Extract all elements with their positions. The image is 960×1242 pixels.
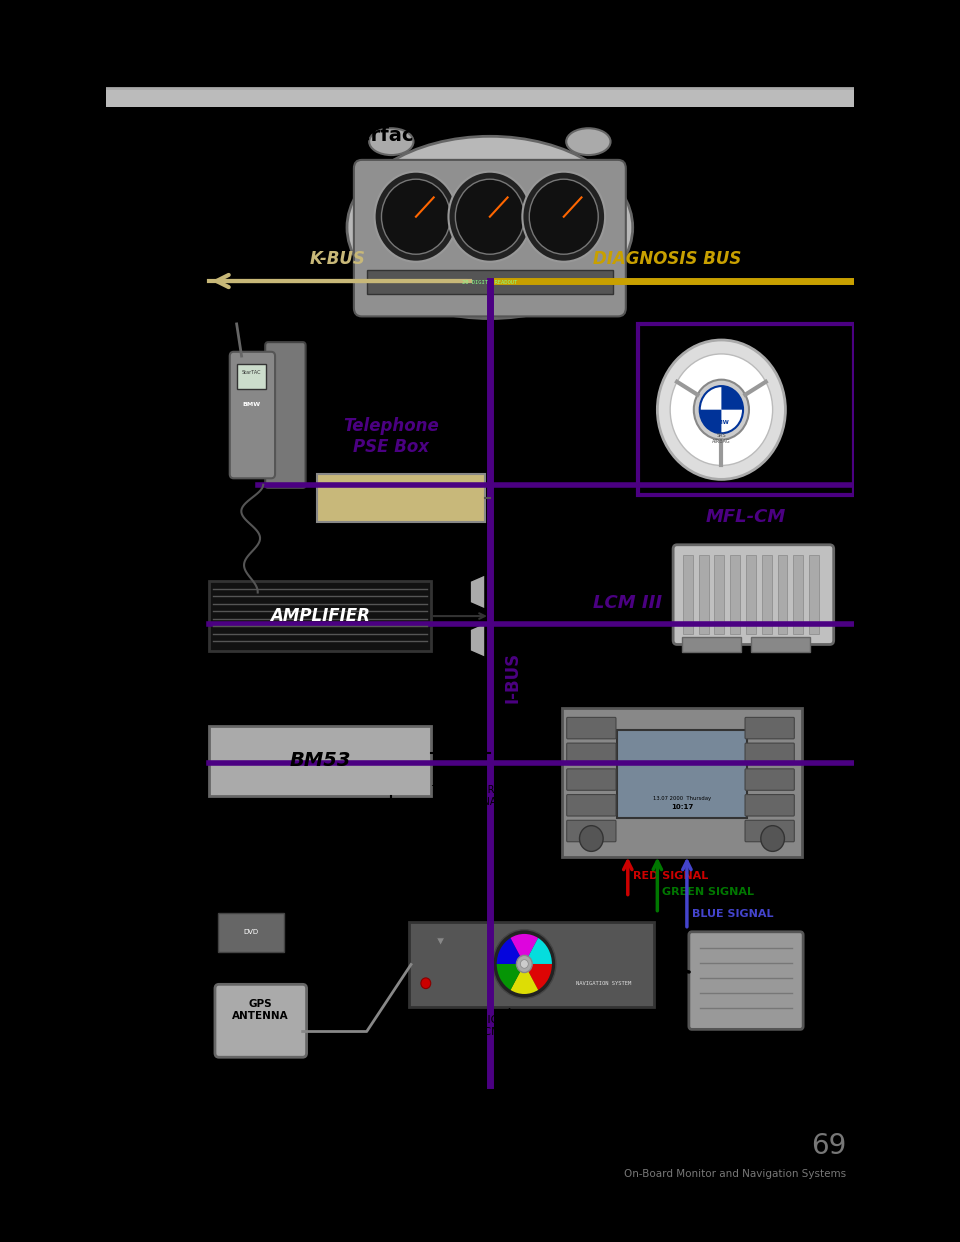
FancyBboxPatch shape — [229, 351, 276, 478]
Text: GPS
ANTENNA: GPS ANTENNA — [232, 1000, 289, 1021]
FancyBboxPatch shape — [683, 555, 693, 633]
Text: Example of E38/E39 with Mk-3 navigation: Example of E38/E39 with Mk-3 navigation — [113, 1148, 404, 1160]
Text: 69: 69 — [811, 1133, 847, 1160]
FancyBboxPatch shape — [566, 743, 616, 765]
Wedge shape — [511, 964, 539, 994]
Text: 10:17: 10:17 — [671, 805, 693, 810]
FancyBboxPatch shape — [762, 555, 772, 633]
Text: BMW: BMW — [242, 402, 260, 407]
Text: BMW: BMW — [713, 420, 730, 425]
Text: I-BUS: I-BUS — [504, 652, 521, 703]
Text: CD
PLAYER
AUDIO
SIGNALS: CD PLAYER AUDIO SIGNALS — [230, 854, 273, 899]
Ellipse shape — [566, 128, 611, 155]
FancyBboxPatch shape — [566, 718, 616, 739]
Text: SRS
AIRBAG: SRS AIRBAG — [712, 433, 731, 445]
FancyBboxPatch shape — [566, 769, 616, 790]
Text: REVERSE  SIGNAL FROM
LCM: REVERSE SIGNAL FROM LCM — [422, 1016, 558, 1037]
FancyBboxPatch shape — [745, 743, 794, 765]
Circle shape — [760, 826, 784, 852]
Wedge shape — [511, 934, 539, 964]
Wedge shape — [496, 964, 524, 990]
Text: Telephone: Telephone — [344, 417, 440, 435]
Circle shape — [516, 955, 532, 972]
FancyBboxPatch shape — [751, 637, 810, 652]
Text: 13.07 2000  Thursday: 13.07 2000 Thursday — [653, 796, 711, 801]
FancyBboxPatch shape — [367, 271, 613, 294]
FancyBboxPatch shape — [209, 581, 431, 651]
Text: Navigation System Interface: Navigation System Interface — [113, 125, 427, 144]
Text: RED SIGNAL: RED SIGNAL — [633, 871, 708, 881]
FancyBboxPatch shape — [209, 727, 431, 796]
Text: GREEN SIGNAL: GREEN SIGNAL — [662, 887, 755, 897]
Polygon shape — [470, 575, 485, 609]
FancyBboxPatch shape — [215, 985, 306, 1057]
Circle shape — [694, 380, 749, 440]
Circle shape — [420, 977, 431, 989]
Circle shape — [520, 960, 528, 969]
FancyBboxPatch shape — [809, 555, 819, 633]
Circle shape — [658, 340, 785, 479]
Text: DSC: DSC — [732, 915, 760, 929]
Text: LCM III: LCM III — [593, 594, 662, 611]
Circle shape — [700, 386, 743, 433]
Text: NAVIGATION
AUDIO
SIGNALS: NAVIGATION AUDIO SIGNALS — [302, 854, 362, 888]
Ellipse shape — [370, 128, 414, 155]
Text: DIAGNOSIS BUS: DIAGNOSIS BUS — [593, 250, 741, 268]
Text: 20 DIGIT  READOUT: 20 DIGIT READOUT — [462, 279, 517, 284]
Ellipse shape — [347, 137, 633, 318]
FancyBboxPatch shape — [354, 160, 626, 317]
Text: StarTAC: StarTAC — [242, 370, 261, 375]
FancyBboxPatch shape — [745, 795, 794, 816]
Text: MFL-CM: MFL-CM — [706, 508, 786, 525]
FancyBboxPatch shape — [409, 922, 655, 1007]
FancyBboxPatch shape — [218, 913, 284, 953]
FancyBboxPatch shape — [265, 342, 305, 488]
FancyBboxPatch shape — [745, 820, 794, 842]
Circle shape — [374, 171, 457, 262]
Text: DVD: DVD — [244, 929, 259, 935]
Circle shape — [529, 179, 598, 255]
Circle shape — [381, 179, 450, 255]
FancyBboxPatch shape — [745, 769, 794, 790]
FancyBboxPatch shape — [106, 88, 854, 107]
Wedge shape — [524, 964, 552, 990]
Text: TAPE PLAYER
AUDIO SIGNALS: TAPE PLAYER AUDIO SIGNALS — [431, 785, 508, 806]
Text: BM53: BM53 — [289, 751, 350, 770]
Text: NAVIGATION SYSTEM: NAVIGATION SYSTEM — [576, 981, 631, 986]
Text: (processed
left front wheel
speed signal): (processed left front wheel speed signal… — [707, 1047, 786, 1081]
FancyBboxPatch shape — [566, 795, 616, 816]
FancyBboxPatch shape — [731, 555, 740, 633]
Circle shape — [455, 179, 524, 255]
Circle shape — [492, 930, 556, 999]
FancyBboxPatch shape — [745, 718, 794, 739]
Circle shape — [580, 826, 603, 852]
Polygon shape — [470, 623, 485, 657]
Circle shape — [448, 171, 531, 262]
FancyBboxPatch shape — [746, 555, 756, 633]
Text: K-BUS: K-BUS — [309, 250, 365, 268]
FancyBboxPatch shape — [562, 708, 803, 857]
Text: On-Board Monitor and Navigation Systems: On-Board Monitor and Navigation Systems — [624, 1170, 847, 1180]
Text: BLUE SIGNAL: BLUE SIGNAL — [692, 909, 774, 919]
Circle shape — [670, 354, 773, 466]
FancyBboxPatch shape — [318, 474, 485, 522]
Text: AMPLIFIER: AMPLIFIER — [270, 607, 370, 625]
FancyBboxPatch shape — [714, 555, 725, 633]
FancyBboxPatch shape — [778, 555, 787, 633]
FancyBboxPatch shape — [689, 932, 804, 1030]
FancyBboxPatch shape — [682, 637, 741, 652]
FancyBboxPatch shape — [699, 555, 708, 633]
Wedge shape — [524, 938, 552, 964]
Wedge shape — [721, 386, 743, 410]
Wedge shape — [700, 410, 721, 433]
Text: AUDIO SIGNALS
FOR AMPLIFICATION: AUDIO SIGNALS FOR AMPLIFICATION — [274, 678, 372, 699]
FancyBboxPatch shape — [566, 820, 616, 842]
FancyBboxPatch shape — [236, 364, 266, 389]
FancyBboxPatch shape — [617, 730, 747, 818]
Text: PSE Box: PSE Box — [353, 438, 429, 456]
FancyBboxPatch shape — [793, 555, 804, 633]
FancyBboxPatch shape — [673, 545, 833, 645]
Circle shape — [522, 171, 605, 262]
Wedge shape — [496, 938, 524, 964]
